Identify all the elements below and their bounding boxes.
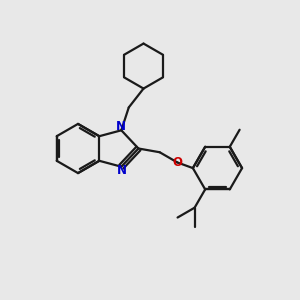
Text: N: N [116,120,126,133]
Text: N: N [117,164,127,177]
Text: O: O [172,156,182,169]
